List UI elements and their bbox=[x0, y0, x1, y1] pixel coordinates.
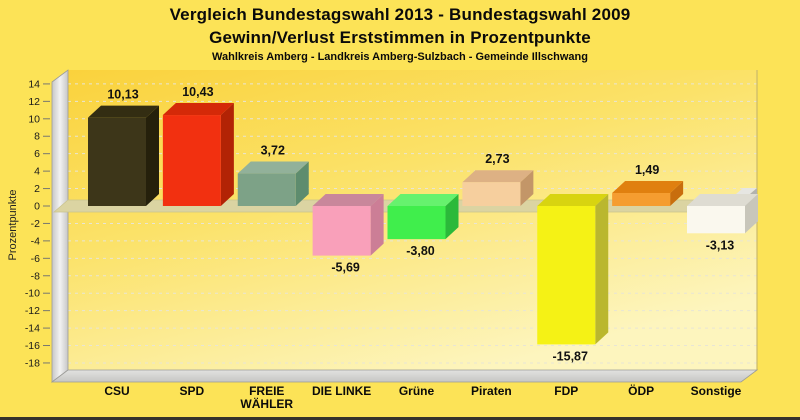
bar-spd bbox=[162, 103, 234, 206]
chart-subsubtitle: Wahlkreis Amberg - Landkreis Amberg-Sulz… bbox=[212, 51, 588, 63]
bar-side-face bbox=[670, 181, 684, 206]
x-category-label: Piraten bbox=[471, 384, 512, 398]
axis-wall-left bbox=[51, 69, 69, 383]
x-category-label: WÄHLER bbox=[240, 396, 293, 411]
x-category-label: DIE LINKE bbox=[312, 384, 371, 398]
y-tick-label: 4 bbox=[34, 166, 40, 178]
bar-side-face bbox=[445, 194, 459, 240]
bar-front-face bbox=[387, 206, 446, 240]
bar-front-face bbox=[537, 206, 596, 345]
y-tick-label: 10 bbox=[28, 113, 40, 125]
y-tick-label: 0 bbox=[34, 201, 40, 213]
bar-front-face bbox=[237, 173, 296, 206]
bar-top-face bbox=[462, 170, 534, 183]
y-tick-label: 14 bbox=[28, 78, 40, 90]
x-category-label: ÖDP bbox=[628, 383, 654, 398]
x-category-label: Sonstige bbox=[691, 384, 742, 398]
bar-side-face bbox=[295, 161, 309, 206]
bar-value-label: 10,43 bbox=[182, 85, 213, 99]
window-bottom-border bbox=[0, 417, 800, 420]
bar-gruene bbox=[387, 194, 459, 240]
x-category-label: FDP bbox=[554, 384, 578, 398]
bar-side-face bbox=[370, 194, 384, 256]
chart-header: Vergleich Bundestagswahl 2013 - Bundesta… bbox=[0, 3, 800, 64]
bar-top-face bbox=[537, 194, 609, 206]
x-category-label: FREIE bbox=[249, 384, 284, 398]
bar-front-face bbox=[612, 193, 671, 206]
y-tick-label: -14 bbox=[25, 323, 40, 335]
bar-side-face bbox=[595, 194, 609, 345]
bar-top-face bbox=[387, 194, 459, 206]
bar-freie-waehler bbox=[237, 161, 309, 206]
x-category-label: Grüne bbox=[399, 384, 435, 398]
bar-top-face bbox=[237, 161, 309, 174]
y-tick-label: 12 bbox=[28, 96, 40, 108]
bar-csu bbox=[88, 105, 159, 206]
bar-value-label: -3,80 bbox=[406, 244, 435, 258]
chart-subtitle: Gewinn/Verlust Erststimmen in Prozentpun… bbox=[209, 28, 591, 47]
y-tick-label: -2 bbox=[31, 218, 40, 230]
y-tick-label: -18 bbox=[25, 357, 40, 369]
y-axis-label: Prozentpunkte bbox=[7, 190, 19, 261]
bar-front-face bbox=[687, 206, 745, 234]
bar-front-face bbox=[462, 182, 521, 206]
bar-piraten bbox=[462, 170, 534, 206]
bar-side-face bbox=[745, 194, 758, 234]
bar-side-face bbox=[146, 105, 159, 206]
y-tick-label: -8 bbox=[31, 270, 40, 282]
bar-side-face bbox=[220, 103, 234, 206]
y-tick-label: -12 bbox=[25, 305, 40, 317]
bar-front-face bbox=[312, 206, 371, 256]
bar-top-face bbox=[312, 194, 384, 206]
axis-floor bbox=[50, 369, 759, 383]
bar-front-face bbox=[88, 117, 146, 206]
y-tick-label: -4 bbox=[31, 235, 40, 247]
bar-value-label: -15,87 bbox=[553, 349, 588, 363]
bar-side-face bbox=[520, 170, 534, 206]
bar-value-label: -5,69 bbox=[331, 261, 360, 275]
y-tick-label: -6 bbox=[31, 253, 40, 265]
bar-value-label: 3,72 bbox=[261, 144, 285, 158]
bar-top-face bbox=[162, 103, 234, 116]
bar-top-face bbox=[612, 181, 684, 194]
bar-value-label: 1,49 bbox=[635, 163, 659, 177]
y-tick-label: -10 bbox=[25, 288, 40, 300]
bar-value-label: 10,13 bbox=[107, 88, 138, 102]
bar-sonstige bbox=[687, 194, 758, 234]
bar-top-face bbox=[687, 194, 758, 206]
bar-die-linke bbox=[312, 194, 384, 256]
x-category-label: SPD bbox=[180, 384, 205, 398]
x-category-label: CSU bbox=[104, 384, 129, 398]
bar-front-face bbox=[162, 115, 221, 206]
y-tick-label: 8 bbox=[34, 131, 40, 143]
bar-fdp bbox=[537, 194, 609, 345]
bar-value-label: 2,73 bbox=[485, 152, 509, 166]
bar-value-label: -3,13 bbox=[706, 238, 735, 252]
y-tick-label: 6 bbox=[34, 148, 40, 160]
bar-oedp bbox=[612, 181, 684, 206]
chart-title: Vergleich Bundestagswahl 2013 - Bundesta… bbox=[169, 5, 631, 24]
y-tick-label: 2 bbox=[34, 183, 40, 195]
y-tick-label: -16 bbox=[25, 340, 40, 352]
bar-top-face bbox=[88, 105, 159, 118]
